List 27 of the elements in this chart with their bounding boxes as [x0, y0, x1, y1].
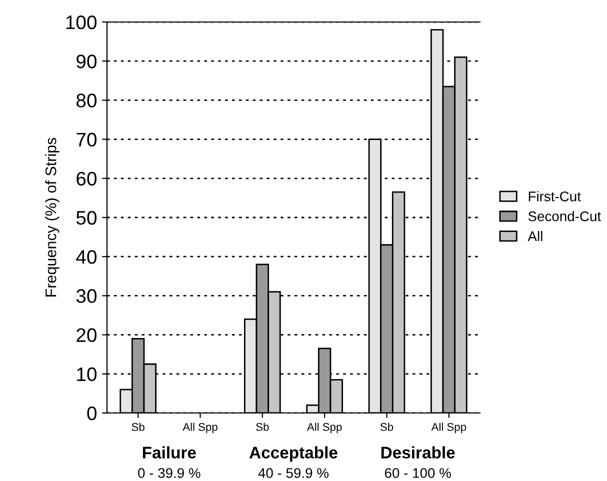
y-tick-label: 10: [77, 367, 97, 382]
legend-label: First-Cut: [528, 191, 581, 202]
text: Failure: [142, 446, 196, 458]
x-tick-label: Sb: [132, 422, 144, 431]
y-tick-label: 100: [66, 15, 97, 30]
y-tick-label: 20: [76, 328, 97, 342]
y-axis-title: Frequency (%) of Strips: [45, 138, 60, 296]
x-tick-label: All Spp: [307, 422, 342, 434]
text: 0 - 39.9 %: [138, 468, 200, 478]
y-tick-label: 40: [76, 250, 97, 264]
x-tick-label: All Spp: [182, 422, 218, 434]
text: 60 - 100 %: [384, 468, 451, 478]
x-tick-label: Sb: [256, 422, 269, 431]
text: Acceptable: [249, 446, 338, 462]
y-tick-label: 30: [76, 289, 97, 303]
x-tick-label: Sb: [380, 422, 394, 431]
x-tick-label: All Spp: [431, 422, 466, 434]
y-tick-label: 0: [87, 406, 97, 420]
legend-label: All: [528, 230, 542, 241]
y-tick-label: 90: [76, 54, 97, 68]
y-tick-label: 50: [76, 210, 97, 225]
y-tick-label: 70: [76, 132, 97, 147]
text: Desirable: [381, 446, 455, 458]
y-tick-label: 80: [76, 94, 97, 108]
legend-label: Second-Cut: [528, 211, 601, 222]
y-tick-label: 60: [76, 172, 97, 186]
text: 40 - 59.9 %: [258, 468, 329, 478]
